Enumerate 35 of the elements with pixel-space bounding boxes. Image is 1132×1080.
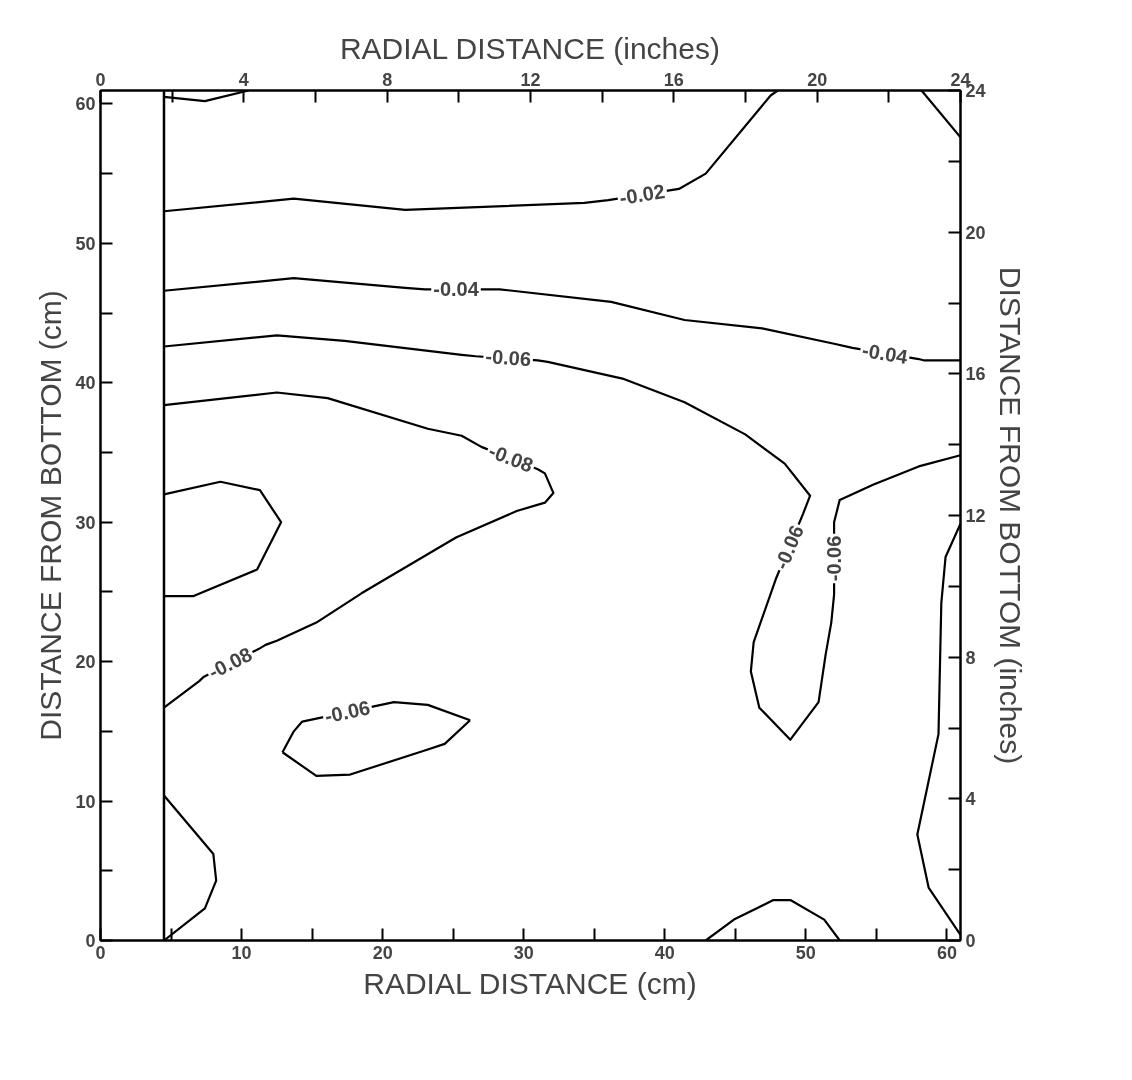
y2-axis-title: DISTANCE FROM BOTTOM (inches) — [993, 266, 1027, 765]
y-tick-label: 60 — [75, 94, 96, 115]
x-tick-label: 50 — [795, 942, 816, 963]
annotation: -0.08 — [204, 642, 256, 684]
annotation: -0.04 — [860, 338, 911, 369]
annotation: -0.06 — [770, 522, 808, 573]
annotation: -0.06 — [823, 535, 846, 582]
y-tick-label: 40 — [75, 373, 96, 394]
x2-axis-title: RADIAL DISTANCE (inches) — [339, 31, 720, 65]
x-tick-label: 20 — [372, 942, 393, 963]
annotation: -0.06 — [484, 345, 532, 371]
annotation: -0.08 — [485, 439, 537, 477]
x2-tick-label: 4 — [238, 69, 249, 90]
x-tick-label: 40 — [654, 942, 675, 963]
x2-tick-label: 12 — [520, 69, 541, 90]
x-axis-title: RADIAL DISTANCE (cm) — [363, 966, 697, 1000]
x-tick-label: 30 — [513, 942, 534, 963]
y2-tick-label: 12 — [965, 506, 986, 526]
x2-tick-label: 20 — [807, 69, 828, 90]
y2-tick-label: 4 — [965, 789, 976, 810]
x2-tick-label: 8 — [382, 69, 393, 90]
annotation: -0.02 — [618, 180, 667, 209]
x2-tick-label: 16 — [663, 69, 684, 90]
y-axis-title: DISTANCE FROM BOTTOM (cm) — [34, 290, 68, 741]
y2-tick-label: 16 — [965, 364, 986, 385]
y2-tick-label: 8 — [965, 647, 976, 668]
y-tick-label: 50 — [75, 233, 96, 254]
x-tick-label: 60 — [936, 942, 957, 963]
y-tick-label: 20 — [75, 652, 96, 673]
y2-tick-label: 20 — [965, 222, 986, 243]
y-tick-label: 30 — [75, 512, 96, 533]
y-tick-label: 10 — [75, 791, 96, 812]
annotation: -0.04 — [433, 278, 480, 301]
x-tick-label: 10 — [231, 942, 252, 963]
annotation: -0.06 — [322, 696, 372, 728]
